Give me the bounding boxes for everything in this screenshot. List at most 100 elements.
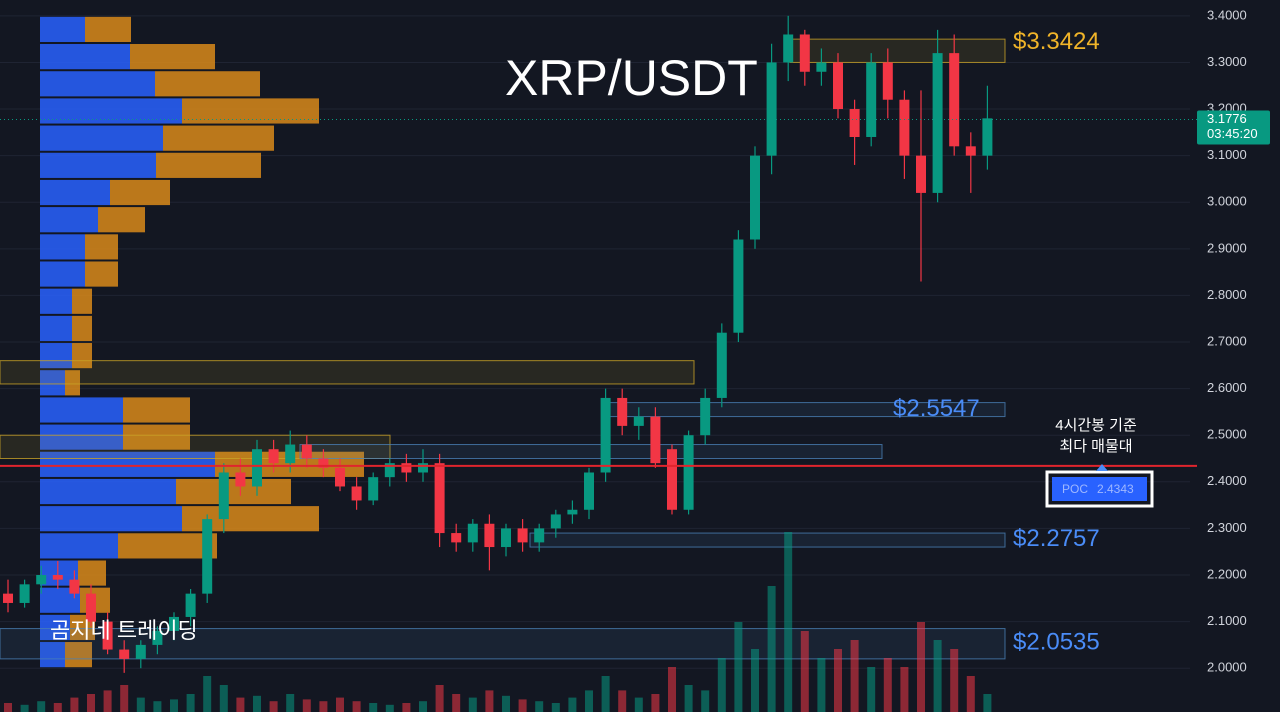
candle-body bbox=[816, 62, 827, 72]
profile-up-bar bbox=[40, 533, 118, 559]
y-tick-label: 2.7000 bbox=[1207, 333, 1247, 348]
candle-body bbox=[484, 523, 495, 548]
poc-pointer bbox=[1096, 464, 1108, 471]
candle-body bbox=[683, 435, 694, 510]
y-tick-label: 2.8000 bbox=[1207, 287, 1247, 302]
candle-body bbox=[202, 519, 213, 594]
profile-up-bar bbox=[40, 642, 65, 668]
candle-body bbox=[750, 155, 760, 240]
poc-name: POC bbox=[1062, 482, 1088, 496]
candle-body bbox=[882, 62, 893, 100]
candle-body bbox=[52, 575, 63, 580]
volume-bar bbox=[402, 703, 411, 712]
volume-bar bbox=[551, 703, 560, 712]
volume-bar bbox=[435, 685, 444, 712]
y-tick-label: 2.3000 bbox=[1207, 520, 1247, 535]
volume-bar bbox=[369, 703, 378, 712]
profile-down-bar bbox=[65, 642, 92, 668]
candle-body bbox=[102, 621, 113, 650]
volume-bar bbox=[568, 697, 577, 712]
profile-up-bar bbox=[40, 343, 72, 369]
volume-bar bbox=[767, 586, 776, 712]
y-tick-label: 2.0000 bbox=[1207, 660, 1247, 675]
candle-body bbox=[965, 146, 976, 156]
profile-down-bar bbox=[85, 234, 118, 260]
volume-bar bbox=[153, 701, 162, 712]
volume-bar bbox=[4, 703, 12, 712]
level-label: $2.5547 bbox=[893, 395, 980, 422]
candle-body bbox=[351, 486, 362, 501]
volume-bar bbox=[203, 676, 212, 712]
volume-bar bbox=[120, 685, 129, 712]
profile-up-bar bbox=[40, 614, 70, 641]
candle-body bbox=[501, 528, 511, 548]
volume-bar bbox=[518, 699, 527, 712]
volume-bar bbox=[684, 685, 693, 712]
candle-body bbox=[86, 593, 96, 622]
volume-bar bbox=[70, 697, 79, 712]
last-price-box bbox=[1197, 110, 1270, 145]
candle-body bbox=[534, 528, 545, 543]
candle-body bbox=[783, 34, 794, 63]
profile-down-bar bbox=[98, 207, 145, 233]
candle-body bbox=[451, 533, 462, 543]
countdown: 03:45:20 bbox=[1207, 126, 1258, 141]
volume-bar bbox=[867, 667, 876, 712]
profile-up-bar bbox=[40, 478, 176, 505]
candle-body bbox=[301, 444, 312, 459]
volume-bar bbox=[618, 690, 627, 712]
y-tick-label: 2.6000 bbox=[1207, 380, 1247, 395]
volume-bar bbox=[219, 685, 228, 712]
y-tick-label: 3.0000 bbox=[1207, 194, 1247, 209]
profile-down-bar bbox=[72, 343, 92, 369]
zone bbox=[0, 360, 695, 385]
profile-up-bar bbox=[40, 16, 85, 43]
candle-body bbox=[716, 332, 727, 398]
volume-bar bbox=[452, 694, 461, 712]
volume-bar bbox=[302, 699, 311, 712]
profile-down-bar bbox=[155, 71, 260, 97]
profile-up-bar bbox=[40, 98, 182, 124]
candle-body bbox=[584, 472, 594, 510]
candle-body bbox=[169, 616, 179, 631]
profile-down-bar bbox=[110, 179, 170, 206]
candle-body bbox=[799, 34, 810, 72]
volume-bar bbox=[20, 704, 29, 712]
volume-bar bbox=[236, 697, 245, 712]
profile-up-bar bbox=[40, 506, 182, 532]
y-tick-label: 2.4000 bbox=[1207, 473, 1247, 488]
candle-body bbox=[617, 397, 628, 426]
candle-body bbox=[252, 449, 262, 487]
candle-body bbox=[766, 62, 777, 156]
y-tick-label: 3.1000 bbox=[1207, 147, 1247, 162]
candle-body bbox=[667, 449, 677, 510]
candle-body bbox=[550, 514, 561, 529]
profile-down-bar bbox=[156, 152, 261, 178]
candle-body bbox=[849, 109, 860, 137]
candle-body bbox=[152, 630, 163, 645]
profile-down-bar bbox=[85, 16, 131, 43]
profile-down-bar bbox=[123, 424, 190, 450]
volume-bar bbox=[601, 676, 610, 712]
volume-bar bbox=[319, 701, 328, 712]
profile-down-bar bbox=[182, 98, 319, 124]
profile-up-bar bbox=[40, 234, 85, 260]
candle-body bbox=[135, 644, 146, 659]
volume-bar bbox=[983, 694, 992, 712]
candle-body bbox=[866, 62, 877, 137]
zone bbox=[789, 38, 1006, 63]
candle-body bbox=[600, 397, 611, 473]
profile-down-bar bbox=[176, 478, 291, 505]
profile-down-bar bbox=[123, 397, 190, 423]
profile-up-bar bbox=[40, 44, 130, 70]
candle-body bbox=[833, 62, 843, 110]
zone bbox=[529, 532, 1006, 548]
profile-up-bar bbox=[40, 71, 155, 97]
candle-body bbox=[19, 584, 30, 603]
profile-up-bar bbox=[40, 397, 123, 423]
volume-bar bbox=[933, 640, 942, 712]
candle-body bbox=[119, 649, 130, 659]
annotation: 4시간봉 기준 bbox=[1055, 417, 1137, 434]
zone bbox=[0, 628, 1006, 660]
volume-bar bbox=[668, 667, 676, 712]
